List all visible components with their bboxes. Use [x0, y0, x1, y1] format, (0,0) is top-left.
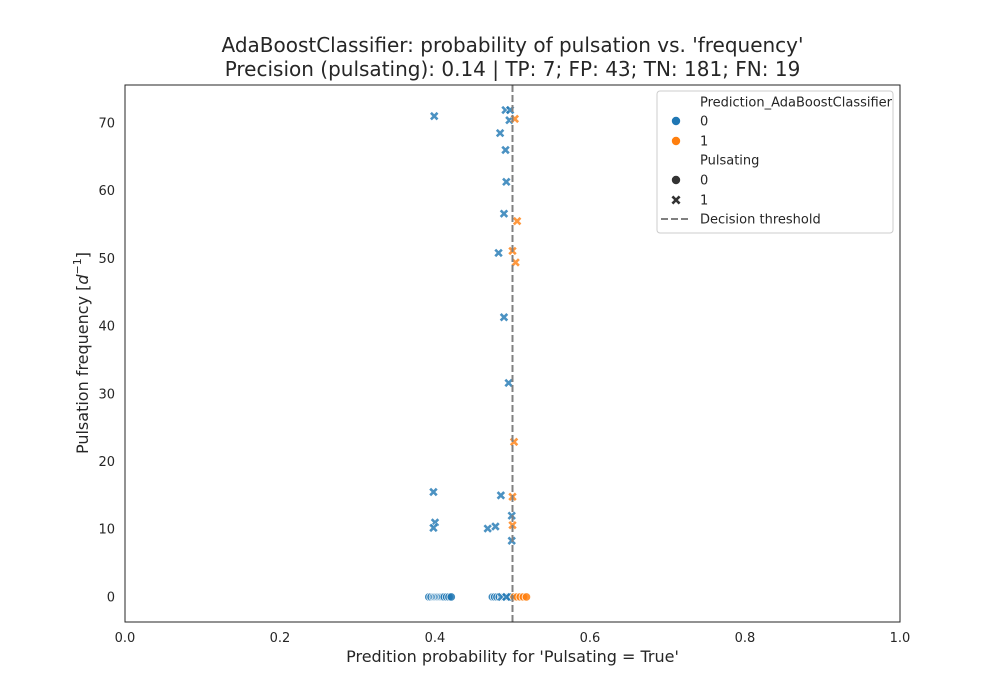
legend-marker: [671, 174, 682, 185]
data-point: [499, 312, 509, 323]
data-point: [446, 592, 457, 602]
legend-label: 0: [700, 115, 708, 130]
data-point: [493, 248, 504, 258]
y-axis-label: Pulsation frequency [d−1]: [71, 252, 92, 454]
x-tick-label: 1.0: [890, 631, 911, 646]
data-point: [501, 592, 512, 602]
data-point: [501, 177, 512, 187]
x-tick-label: 0.4: [425, 631, 446, 646]
data-point: [500, 145, 511, 155]
legend-label: 0: [700, 174, 708, 189]
data-point: [521, 592, 532, 602]
y-tick-label: 20: [98, 455, 115, 470]
x-tick-label: 0.0: [115, 631, 136, 646]
data-point: [428, 523, 439, 533]
legend-label: 1: [700, 194, 708, 209]
legend-label: 1: [700, 135, 708, 150]
data-point: [428, 487, 439, 497]
y-tick-label: 70: [98, 116, 115, 131]
x-tick-label: 0.8: [735, 631, 756, 646]
y-tick-label: 10: [98, 523, 115, 538]
y-tick-label: 0: [107, 590, 115, 605]
x-tick-label: 0.6: [580, 631, 601, 646]
legend-marker: [671, 135, 682, 146]
y-tick-label: 40: [98, 320, 115, 335]
y-tick-label: 50: [98, 252, 115, 267]
legend-box: [656, 90, 894, 234]
legend-title: Pulsating: [700, 154, 759, 169]
axes-frame: [124, 84, 901, 623]
chart-subtitle: Precision (pulsating): 0.14 | TP: 7; FP:…: [225, 57, 801, 81]
y-tick-label: 60: [98, 184, 115, 199]
y-tick-label: 30: [98, 387, 115, 402]
chart-title: AdaBoostClassifier: probability of pulsa…: [221, 33, 803, 57]
data-point: [503, 378, 514, 388]
data-point: [495, 128, 505, 138]
legend-title: Prediction_AdaBoostClassifier: [700, 96, 893, 111]
legend-label: Decision threshold: [700, 213, 821, 228]
legend: Prediction_AdaBoostClassifier 0 1 Pulsating…: [656, 90, 894, 234]
x-tick-label: 0.2: [270, 631, 291, 646]
data-point: [499, 208, 509, 219]
data-point: [429, 111, 440, 121]
legend-marker: [670, 194, 682, 206]
legend-marker: [671, 116, 682, 127]
data-point: [482, 523, 493, 534]
data-point: [490, 521, 501, 532]
data-point: [512, 216, 522, 226]
x-axis-label: Predition probability for 'Pulsating = T…: [346, 647, 679, 666]
data-point: [496, 490, 506, 501]
